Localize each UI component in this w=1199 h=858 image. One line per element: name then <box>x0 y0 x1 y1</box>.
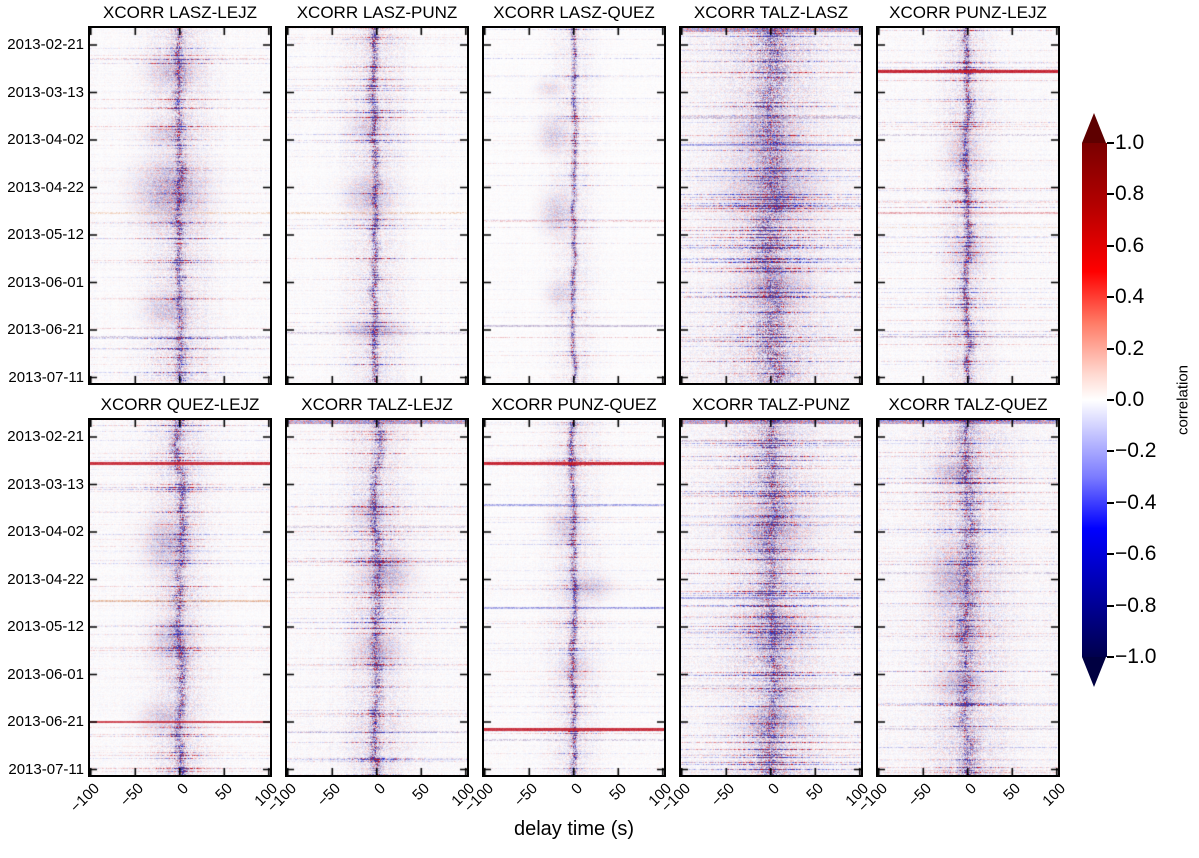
heatmap-canvas <box>876 418 1060 777</box>
y-tick-label: 2013-06-21 <box>7 321 84 338</box>
heatmap-canvas <box>679 26 863 385</box>
panel-xcorr-punz-quez: XCORR PUNZ-QUEZ <box>482 395 666 777</box>
y-tick-label: 2013-04-22 <box>7 570 84 588</box>
panel-xcorr-talz-punz: XCORR TALZ-PUNZ <box>679 395 863 777</box>
panel-xcorr-quez-lejz: XCORR QUEZ-LEJZ <box>88 395 272 777</box>
y-tick-label: 2013-03-13 <box>7 475 84 493</box>
heatmap-canvas <box>285 26 469 385</box>
heatmap-canvas <box>679 418 863 777</box>
panel-xcorr-lasz-lejz: XCORR LASZ-LEJZ <box>88 3 272 385</box>
panel-xcorr-lasz-quez: XCORR LASZ-QUEZ <box>482 3 666 385</box>
colorbar-over-arrow <box>1082 113 1106 143</box>
panel-title: XCORR LASZ-PUNZ <box>296 3 458 22</box>
panel-title: XCORR LASZ-QUEZ <box>493 3 655 22</box>
y-tick-label: 2013-02-21 <box>7 428 84 445</box>
panel-xcorr-talz-lasz: XCORR TALZ-LASZ <box>679 3 863 385</box>
heatmap-canvas <box>482 26 666 385</box>
heatmap-canvas <box>285 418 469 777</box>
x-axis-title: delay time (s) <box>513 818 635 840</box>
y-tick-label: 2013-04-02 <box>7 523 84 540</box>
panel-title: XCORR TALZ-LEJZ <box>301 395 453 414</box>
heatmap-canvas <box>88 418 272 777</box>
heatmap-canvas <box>876 26 1060 385</box>
panel-title: XCORR LASZ-LEJZ <box>103 3 257 22</box>
panel-xcorr-talz-quez: XCORR TALZ-QUEZ <box>876 395 1060 777</box>
y-tick-label: 2013-04-02 <box>7 131 84 148</box>
panel-title: XCORR PUNZ-LEJZ <box>889 3 1047 22</box>
panel-title: XCORR QUEZ-LEJZ <box>100 395 260 414</box>
colorbar <box>1082 113 1199 723</box>
panel-title: XCORR PUNZ-QUEZ <box>491 395 657 414</box>
panel-title: XCORR TALZ-PUNZ <box>691 395 851 414</box>
y-tick-label: 2013-04-22 <box>7 178 84 196</box>
panel-title: XCORR TALZ-QUEZ <box>888 395 1048 414</box>
heatmap-canvas <box>482 418 666 777</box>
y-tick-label: 2013-05-12 <box>7 226 84 243</box>
y-tick-label: 2013-06-01 <box>7 665 84 683</box>
heatmap-canvas <box>88 26 272 385</box>
colorbar-gradient <box>1082 143 1107 657</box>
panel-xcorr-lasz-punz: XCORR LASZ-PUNZ <box>285 3 469 385</box>
panel-title: XCORR TALZ-LASZ <box>693 3 849 22</box>
panel-xcorr-punz-lejz: XCORR PUNZ-LEJZ <box>876 3 1060 385</box>
y-tick-label: 2013-06-21 <box>7 713 84 730</box>
y-tick-label: 2013-03-13 <box>7 83 84 101</box>
y-tick-label: 2013-06-01 <box>7 273 84 291</box>
y-tick-label: 2013-07-11 <box>8 760 84 778</box>
colorbar-under-arrow <box>1082 657 1106 687</box>
y-tick-label: 2013-02-21 <box>7 36 84 53</box>
y-tick-label: 2013-07-11 <box>8 368 84 386</box>
y-tick-label: 2013-05-12 <box>7 618 84 635</box>
panel-xcorr-talz-lejz: XCORR TALZ-LEJZ <box>285 395 469 777</box>
colorbar-axis-label: correlation <box>1174 364 1192 436</box>
